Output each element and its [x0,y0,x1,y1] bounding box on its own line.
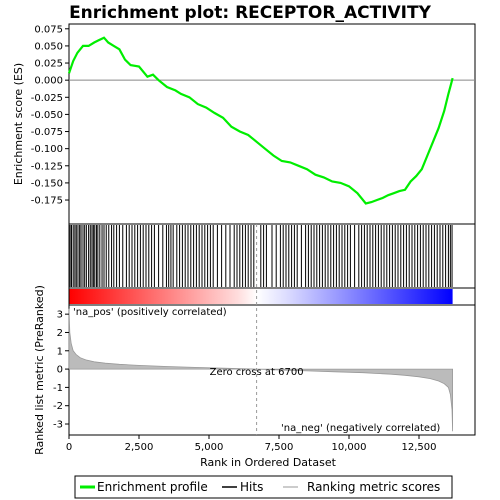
es-panel-frame [68,23,476,225]
metric-y-ticks: 3 2 1 0 -1 -2 -3 [53,310,69,431]
es-y-tick-label: 0.025 [34,59,63,70]
negative-correlation-label: 'na_neg' (negatively correlated) [281,423,440,434]
metric-y-tick-label: -2 [53,401,63,412]
legend-box [74,475,453,499]
x-tick-label: 10,000 [332,442,367,453]
metric-y-tick-label: 2 [57,328,63,339]
metric-area [68,308,453,432]
metric-y-tick-label: 0 [57,365,63,376]
es-y-ticks: 0.075 0.050 0.025 0.000 -0.025 -0.050 -0.075 -0… [31,24,69,207]
legend-hits-label: Hits [240,480,263,494]
metric-y-tick-label: -3 [53,420,63,431]
es-y-tick-label: -0.150 [31,178,63,189]
positive-correlation-label: 'na_pos' (positively correlated) [73,307,227,318]
x-ticks: 0 2,500 5,000 7,500 10,000 12,500 [66,435,437,453]
chart-title: Enrichment plot: RECEPTOR_ACTIVITY [69,3,432,23]
gradient-bar [69,289,453,304]
es-y-tick-label: 0.000 [34,76,63,87]
es-y-tick-label: -0.175 [31,196,63,207]
x-tick-label: 7,500 [265,442,294,453]
es-y-tick-label: -0.125 [31,161,63,172]
zero-cross-label: Zero cross at 6700 [210,367,304,378]
x-tick-label: 12,500 [402,442,437,453]
es-profile-group [67,36,454,205]
es-y-tick-label: -0.075 [31,127,63,138]
metric-y-tick-label: -1 [53,383,63,394]
es-y-tick-label: 0.050 [34,41,63,52]
es-y-tick-label: -0.100 [31,144,63,155]
metric-y-axis-label: Ranked list metric (PreRanked) [33,285,46,455]
metric-area-group [68,308,453,432]
es-y-tick-label: -0.050 [31,110,63,121]
es-y-tick-label: -0.025 [31,93,63,104]
metric-y-tick-label: 1 [57,346,63,357]
es-y-axis-label: Enrichment score (ES) [12,63,25,185]
es-profile-line [67,36,454,205]
metric-y-tick-label: 3 [57,310,63,321]
x-tick-label: 0 [66,442,72,453]
x-tick-label: 2,500 [125,442,154,453]
gradient-fill [69,289,453,304]
x-tick-label: 5,000 [195,442,224,453]
metric-panel-frame [68,304,476,436]
hits-group [69,225,453,287]
legend-metric-label: Ranking metric scores [307,480,440,494]
es-y-tick-label: 0.075 [34,24,63,35]
legend-enrichment-label: Enrichment profile [97,480,208,494]
x-axis-label: Rank in Ordered Dataset [200,456,337,469]
